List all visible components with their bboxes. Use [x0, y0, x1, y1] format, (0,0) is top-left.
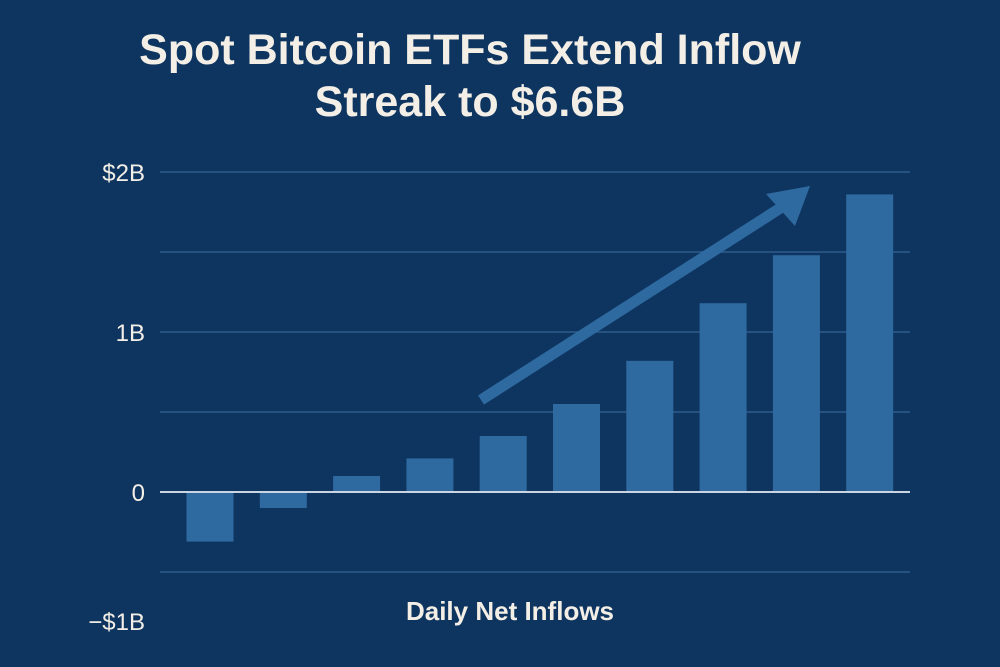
bar	[259, 492, 307, 508]
y-tick-label: −$1B	[88, 609, 145, 636]
trend-arrow	[478, 186, 810, 405]
trend-arrow-head	[766, 186, 810, 226]
bar	[846, 194, 894, 492]
bar	[699, 303, 747, 492]
bar	[333, 476, 381, 492]
chart-title: Spot Bitcoin ETFs Extend Inflow Streak t…	[0, 24, 940, 128]
y-axis-ticks: $2B 1B 0 −$1B	[88, 160, 145, 636]
bar	[186, 492, 234, 542]
trend-arrow-shaft	[478, 202, 785, 405]
y-tick-label: 0	[132, 480, 145, 507]
bar	[479, 436, 527, 492]
bar	[406, 458, 454, 492]
bars	[186, 194, 894, 542]
chart-title-line-2: Streak to $6.6B	[314, 78, 626, 126]
bar	[553, 404, 600, 492]
chart-title-line-1: Spot Bitcoin ETFs Extend Inflow	[139, 26, 801, 74]
y-tick-label: $2B	[102, 160, 145, 187]
bar	[772, 255, 820, 492]
x-axis-label: Daily Net Inflows	[405, 596, 615, 626]
y-tick-label: 1B	[116, 320, 145, 347]
bar	[626, 360, 674, 492]
